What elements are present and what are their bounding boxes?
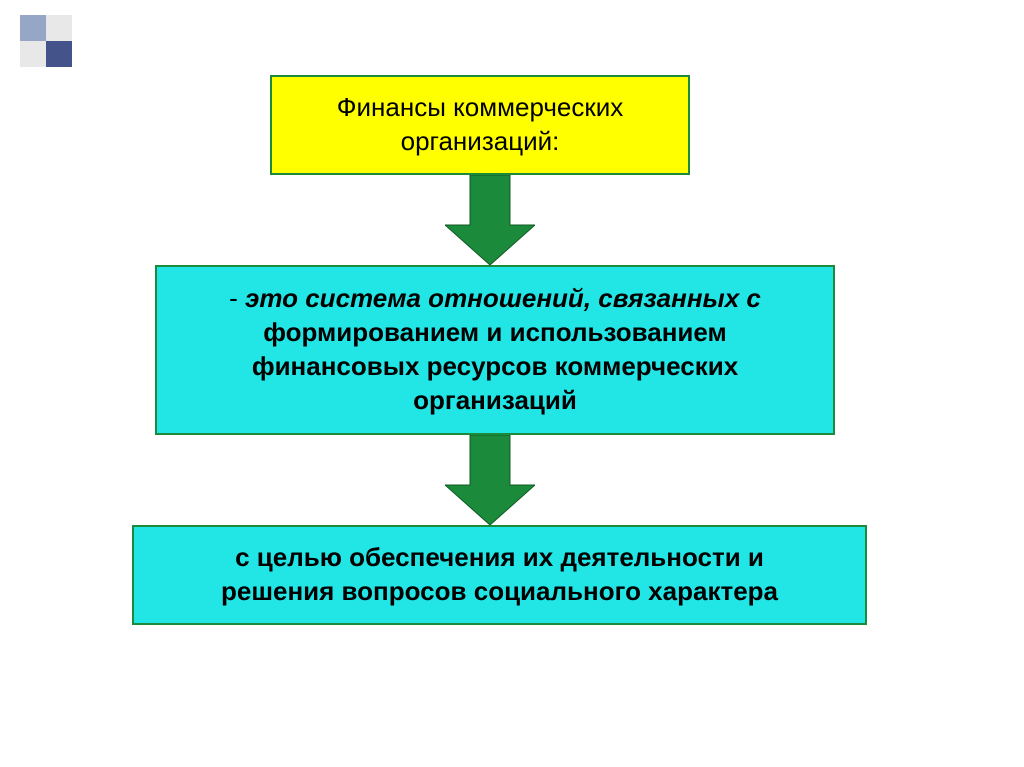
title-box: Финансы коммерческих организаций: (270, 75, 690, 175)
purpose-text: с целью обеспечения их деятельности и ре… (221, 541, 778, 609)
flowchart: Финансы коммерческих организаций: - это … (0, 0, 1024, 767)
definition-text: - это система отношений, связанных с фор… (229, 282, 761, 417)
arrow-down-2-icon (445, 435, 535, 525)
definition-box: - это система отношений, связанных с фор… (155, 265, 835, 435)
title-text: Финансы коммерческих организаций: (292, 91, 668, 159)
purpose-box: с целью обеспечения их деятельности и ре… (132, 525, 867, 625)
arrow-down-1-icon (445, 175, 535, 265)
